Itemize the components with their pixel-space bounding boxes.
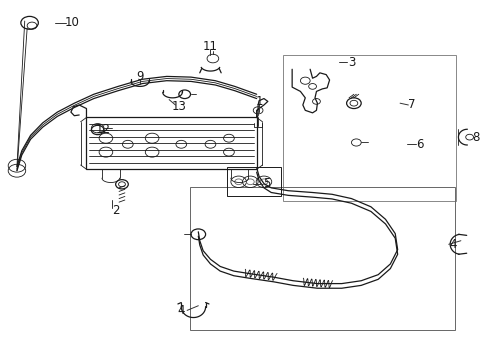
Text: 3: 3	[347, 55, 354, 69]
Text: 8: 8	[471, 131, 478, 144]
Text: 4: 4	[449, 238, 456, 251]
Text: 9: 9	[136, 70, 143, 83]
Text: 7: 7	[407, 99, 415, 112]
Text: 12: 12	[96, 123, 111, 136]
Text: 10: 10	[64, 16, 79, 29]
Bar	[283, 55, 455, 202]
Bar	[227, 167, 281, 196]
Text: 1: 1	[255, 95, 262, 108]
Text: 5: 5	[262, 177, 269, 190]
Bar	[190, 187, 454, 330]
Text: 13: 13	[171, 100, 186, 113]
Bar	[86, 117, 256, 169]
Text: 2: 2	[112, 204, 119, 217]
Text: 4: 4	[177, 304, 184, 317]
Text: 6: 6	[415, 138, 423, 151]
Text: 11: 11	[203, 40, 218, 53]
